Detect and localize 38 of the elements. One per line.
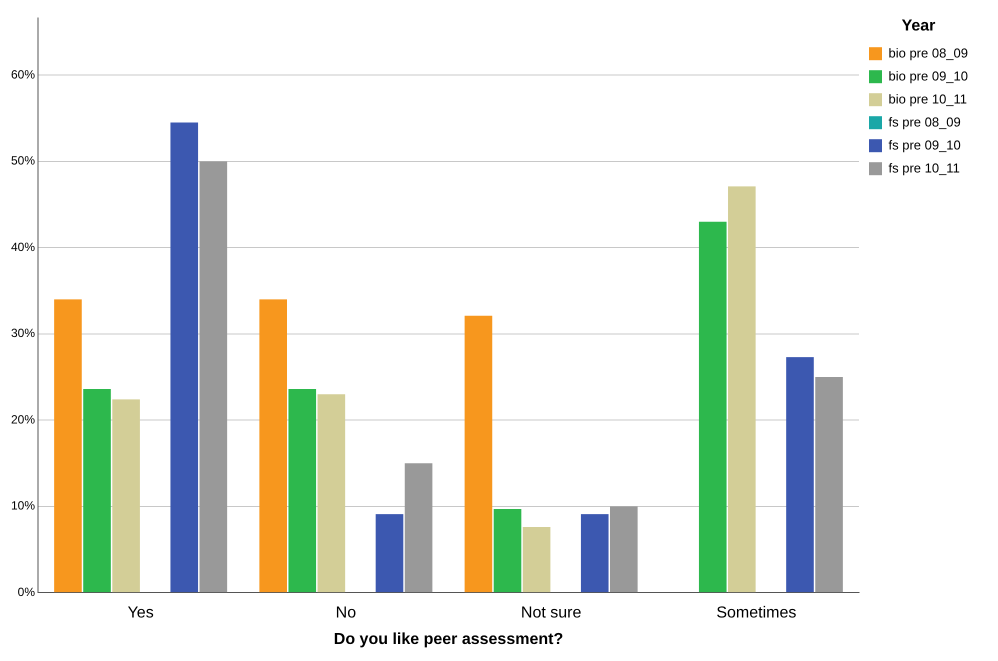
- y-tick-label: 30%: [10, 326, 36, 340]
- bar: [522, 527, 550, 592]
- bar: [610, 506, 638, 592]
- y-tick-label: 20%: [10, 412, 36, 426]
- bar: [259, 299, 288, 592]
- bar: [112, 399, 140, 592]
- legend-label: bio pre 10_11: [888, 91, 968, 106]
- x-tick-label: Not sure: [520, 604, 582, 622]
- y-tick-label: 10%: [10, 498, 36, 513]
- legend-label: bio pre 09_10: [888, 68, 968, 84]
- bar: [786, 357, 814, 592]
- bar: [404, 463, 432, 592]
- bar: [494, 508, 522, 592]
- bar: [83, 389, 111, 592]
- bar: [200, 161, 228, 592]
- x-tick-label: No: [336, 604, 356, 622]
- bar: [580, 514, 609, 592]
- bar: [170, 122, 198, 592]
- bar: [464, 316, 492, 592]
- legend-label: fs pre 10_11: [888, 160, 960, 176]
- bar: [728, 186, 756, 592]
- x-tick-label: Sometimes: [716, 604, 796, 622]
- y-tick-label: 50%: [10, 154, 36, 168]
- bar: [815, 376, 843, 592]
- bar: [318, 394, 346, 592]
- legend-label: fs pre 08_09: [888, 114, 961, 130]
- bar: [376, 514, 404, 592]
- y-tick-label: 40%: [10, 240, 36, 254]
- bar: [54, 299, 82, 592]
- bar: [288, 389, 316, 592]
- y-tick-label: 60%: [10, 67, 36, 82]
- legend-title: Year: [902, 17, 936, 34]
- bar: [698, 222, 727, 592]
- x-tick-label: Yes: [128, 604, 154, 622]
- legend-label: bio pre 08_09: [888, 45, 968, 60]
- x-axis-title: Do you like peer assessment?: [334, 630, 564, 648]
- y-tick-label: 0%: [18, 584, 36, 599]
- legend-label: fs pre 09_10: [888, 137, 961, 152]
